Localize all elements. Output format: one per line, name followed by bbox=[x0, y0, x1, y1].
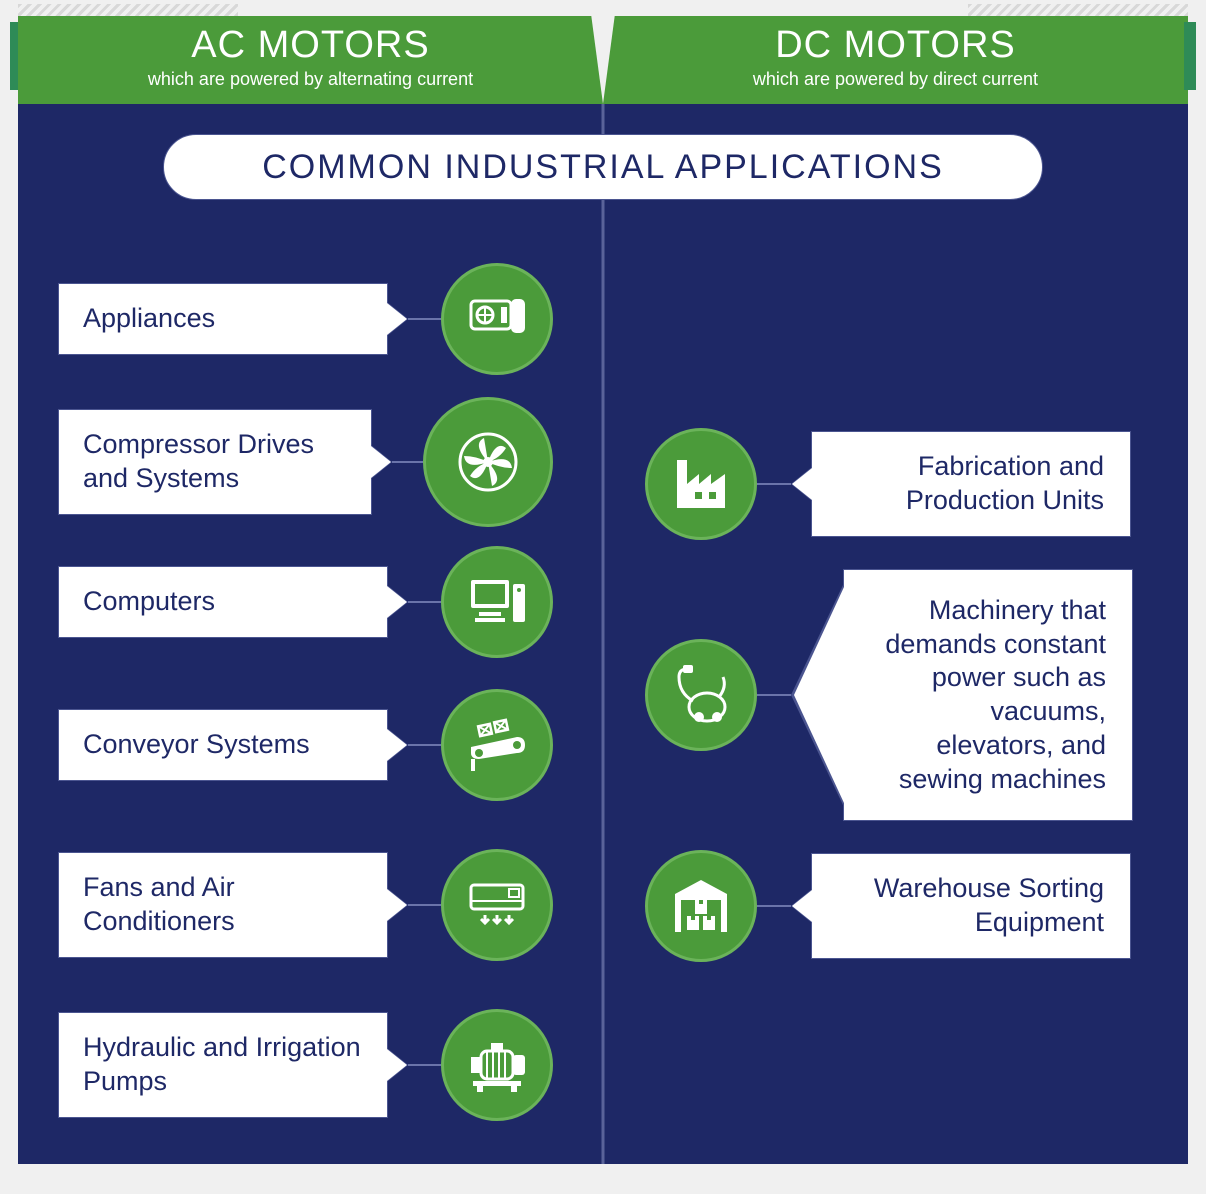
warehouse-icon bbox=[645, 850, 757, 962]
pump-icon bbox=[441, 1009, 553, 1121]
ac-item-label: Appliances bbox=[58, 283, 388, 355]
connector bbox=[408, 318, 441, 320]
ac-item: Fans and Air Conditioners bbox=[58, 845, 553, 965]
dc-title: DC MOTORS bbox=[775, 24, 1016, 67]
connector bbox=[408, 1064, 441, 1066]
header-dc: DC MOTORS which are powered by direct cu… bbox=[603, 10, 1188, 104]
ac-item: Compressor Drives and Systems bbox=[58, 397, 553, 527]
dc-item-label: Warehouse Sorting Equipment bbox=[811, 853, 1131, 959]
dc-column: Fabrication and Production Units Machine… bbox=[605, 104, 1188, 1164]
connector bbox=[408, 601, 441, 603]
dc-applications-list: Fabrication and Production Units Machine… bbox=[645, 424, 1140, 994]
connector bbox=[757, 905, 791, 907]
connector bbox=[408, 904, 441, 906]
dc-item-label: Machinery that demands constant power su… bbox=[843, 569, 1133, 822]
ac-item: Computers bbox=[58, 547, 553, 657]
dc-item-label: Fabrication and Production Units bbox=[811, 431, 1131, 537]
body-row: Appliances Compressor Drives and Systems… bbox=[18, 104, 1188, 1164]
header-row: AC MOTORS which are powered by alternati… bbox=[18, 10, 1188, 104]
ac-column: Appliances Compressor Drives and Systems… bbox=[18, 104, 601, 1164]
factory-icon bbox=[645, 428, 757, 540]
computer-icon bbox=[441, 546, 553, 658]
conveyor-icon bbox=[441, 689, 553, 801]
vacuum-icon bbox=[645, 639, 757, 751]
connector bbox=[408, 744, 441, 746]
connector bbox=[757, 483, 791, 485]
dc-item: Machinery that demands constant power su… bbox=[645, 580, 1140, 810]
dc-item: Warehouse Sorting Equipment bbox=[645, 846, 1140, 966]
dc-item: Fabrication and Production Units bbox=[645, 424, 1140, 544]
infographic-container: AC MOTORS which are powered by alternati… bbox=[18, 10, 1188, 1174]
ac-title: AC MOTORS bbox=[191, 24, 429, 67]
dc-subtitle: which are powered by direct current bbox=[753, 69, 1038, 90]
section-title-pill: COMMON INDUSTRIAL APPLICATIONS bbox=[163, 134, 1043, 200]
ac-unit-icon bbox=[441, 849, 553, 961]
connector bbox=[392, 461, 423, 463]
fan-icon bbox=[423, 397, 553, 527]
ac-item-label: Fans and Air Conditioners bbox=[58, 852, 388, 958]
appliance-icon bbox=[441, 263, 553, 375]
connector bbox=[757, 694, 791, 696]
ac-item: Conveyor Systems bbox=[58, 685, 553, 805]
ac-item-label: Hydraulic and Irrigation Pumps bbox=[58, 1012, 388, 1118]
header-ac: AC MOTORS which are powered by alternati… bbox=[18, 10, 603, 104]
ac-subtitle: which are powered by alternating current bbox=[148, 69, 473, 90]
ac-item: Appliances bbox=[58, 269, 553, 369]
ac-item: Hydraulic and Irrigation Pumps bbox=[58, 1005, 553, 1125]
header-accent bbox=[1184, 22, 1196, 90]
ac-applications-list: Appliances Compressor Drives and Systems… bbox=[58, 269, 553, 1153]
ac-item-label: Conveyor Systems bbox=[58, 709, 388, 781]
ac-item-label: Computers bbox=[58, 566, 388, 638]
ac-item-label: Compressor Drives and Systems bbox=[58, 409, 372, 515]
